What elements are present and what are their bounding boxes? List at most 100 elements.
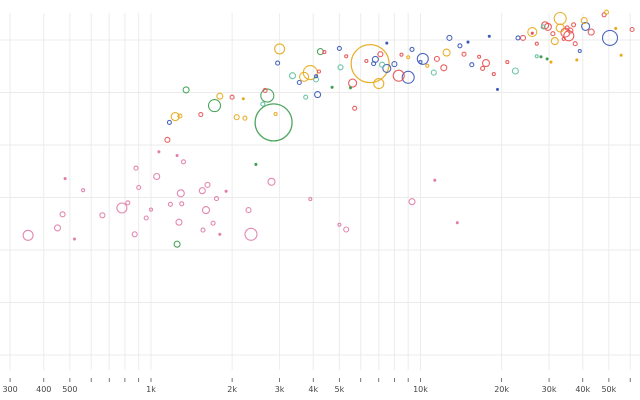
bubble-europe[interactable] — [336, 45, 342, 51]
bubble-asia_east[interactable] — [461, 51, 467, 57]
bubble-asia[interactable] — [173, 240, 181, 248]
bubble-americas[interactable] — [425, 63, 430, 68]
bubble-europe[interactable] — [275, 60, 281, 66]
bubble-africa[interactable] — [133, 165, 139, 171]
bubble-americas[interactable] — [299, 71, 310, 82]
bubble-asia_east[interactable] — [587, 28, 595, 36]
bubble-europe[interactable] — [495, 87, 500, 91]
bubble-asia_east[interactable] — [491, 72, 496, 77]
bubble-asia_east[interactable] — [481, 59, 491, 68]
bubble-africa[interactable] — [63, 177, 67, 181]
bubble-africa[interactable] — [153, 172, 161, 181]
bubble-europe[interactable] — [601, 29, 619, 46]
bubble-asia[interactable] — [254, 103, 293, 142]
bubble-americas[interactable] — [619, 53, 623, 57]
bubble-europe[interactable] — [401, 70, 415, 84]
bubble-middle_east[interactable] — [313, 76, 320, 83]
bubble-americas[interactable] — [442, 48, 451, 57]
bubble-africa[interactable] — [244, 227, 258, 241]
bubble-africa[interactable] — [455, 221, 459, 225]
bubble-americas[interactable] — [216, 92, 224, 100]
bubble-asia[interactable] — [539, 55, 543, 59]
bubble-europe[interactable] — [296, 79, 302, 86]
bubble-africa[interactable] — [99, 212, 106, 219]
bubble-middle_east[interactable] — [288, 72, 297, 80]
bubble-asia_east[interactable] — [530, 31, 534, 35]
bubble-asia[interactable] — [207, 99, 222, 113]
bubble-asia_east[interactable] — [364, 58, 369, 64]
bubble-asia_east[interactable] — [377, 51, 384, 58]
bubble-asia_east[interactable] — [572, 41, 578, 47]
bubble-europe[interactable] — [416, 52, 429, 65]
bubble-asia[interactable] — [545, 57, 549, 61]
bubble-africa[interactable] — [337, 222, 342, 227]
bubble-africa[interactable] — [136, 184, 142, 191]
bubble-europe[interactable] — [385, 41, 389, 45]
bubble-asia[interactable] — [330, 85, 334, 89]
bubble-americas[interactable] — [550, 37, 559, 46]
bubble-africa[interactable] — [224, 189, 228, 193]
bubble-asia_east[interactable] — [505, 60, 510, 65]
bubble-middle_east[interactable] — [540, 24, 546, 30]
bubble-africa[interactable] — [408, 198, 416, 206]
bubble-americas[interactable] — [549, 60, 553, 64]
bubble-asia_east[interactable] — [348, 78, 358, 88]
bubble-middle_east[interactable] — [303, 94, 309, 100]
bubble-americas[interactable] — [406, 55, 411, 60]
bubble-africa[interactable] — [201, 206, 211, 215]
bubble-africa[interactable] — [198, 187, 206, 195]
bubble-africa[interactable] — [167, 201, 173, 207]
bubble-europe[interactable] — [391, 61, 398, 68]
bubble-africa[interactable] — [180, 159, 187, 165]
bubble-europe[interactable] — [166, 119, 172, 125]
bubble-asia_east[interactable] — [198, 112, 204, 118]
bubble-americas[interactable] — [575, 58, 579, 62]
bubble-europe[interactable] — [469, 62, 475, 68]
bubble-asia_east[interactable] — [564, 25, 570, 31]
bubble-americas[interactable] — [350, 43, 390, 84]
bubble-africa[interactable] — [204, 181, 211, 188]
bubble-europe[interactable] — [577, 48, 582, 54]
bubble-africa[interactable] — [176, 189, 185, 198]
bubble-americas[interactable] — [274, 43, 286, 55]
bubble-middle_east[interactable] — [379, 61, 386, 68]
bubble-africa[interactable] — [72, 237, 77, 241]
bubble-asia_east[interactable] — [571, 22, 577, 28]
bubble-africa[interactable] — [343, 226, 350, 233]
bubble-europe[interactable] — [418, 60, 423, 65]
bubble-middle_east[interactable] — [534, 54, 539, 59]
bubble-europe[interactable] — [409, 46, 415, 52]
bubble-africa[interactable] — [59, 211, 66, 218]
bubble-asia_east[interactable] — [550, 31, 556, 37]
bubble-africa[interactable] — [116, 202, 128, 214]
bubble-americas[interactable] — [373, 78, 385, 90]
bubble-asia_east[interactable] — [262, 87, 268, 93]
bubble-africa[interactable] — [148, 207, 154, 212]
bubble-asia_east[interactable] — [477, 54, 482, 59]
bubble-asia_east[interactable] — [392, 69, 405, 82]
bubble-africa[interactable] — [143, 215, 149, 221]
bubble-africa[interactable] — [157, 150, 161, 154]
bubble-asia_east[interactable] — [534, 41, 539, 46]
bubble-americas[interactable] — [241, 97, 245, 101]
bubble-asia_east[interactable] — [563, 30, 575, 42]
bubble-asia[interactable] — [182, 86, 190, 94]
bubble-asia[interactable] — [348, 86, 353, 90]
bubble-asia_east[interactable] — [629, 26, 635, 33]
bubble-africa[interactable] — [22, 229, 34, 241]
bubble-europe[interactable] — [371, 61, 377, 67]
bubble-africa[interactable] — [433, 178, 437, 182]
bubble-americas[interactable] — [603, 9, 610, 15]
bubble-americas[interactable] — [527, 27, 538, 38]
bubble-americas[interactable] — [233, 114, 240, 121]
bubble-asia_east[interactable] — [440, 64, 448, 72]
bubble-africa[interactable] — [125, 200, 131, 206]
bubble-europe[interactable] — [581, 21, 591, 31]
bubble-africa[interactable] — [175, 153, 179, 158]
bubble-asia_east[interactable] — [352, 105, 358, 111]
bubble-asia_east[interactable] — [561, 36, 566, 41]
bubble-asia_east[interactable] — [433, 55, 440, 62]
bubble-americas[interactable] — [242, 115, 248, 121]
bubble-asia_east[interactable] — [543, 22, 552, 31]
bubble-africa[interactable] — [210, 220, 216, 226]
